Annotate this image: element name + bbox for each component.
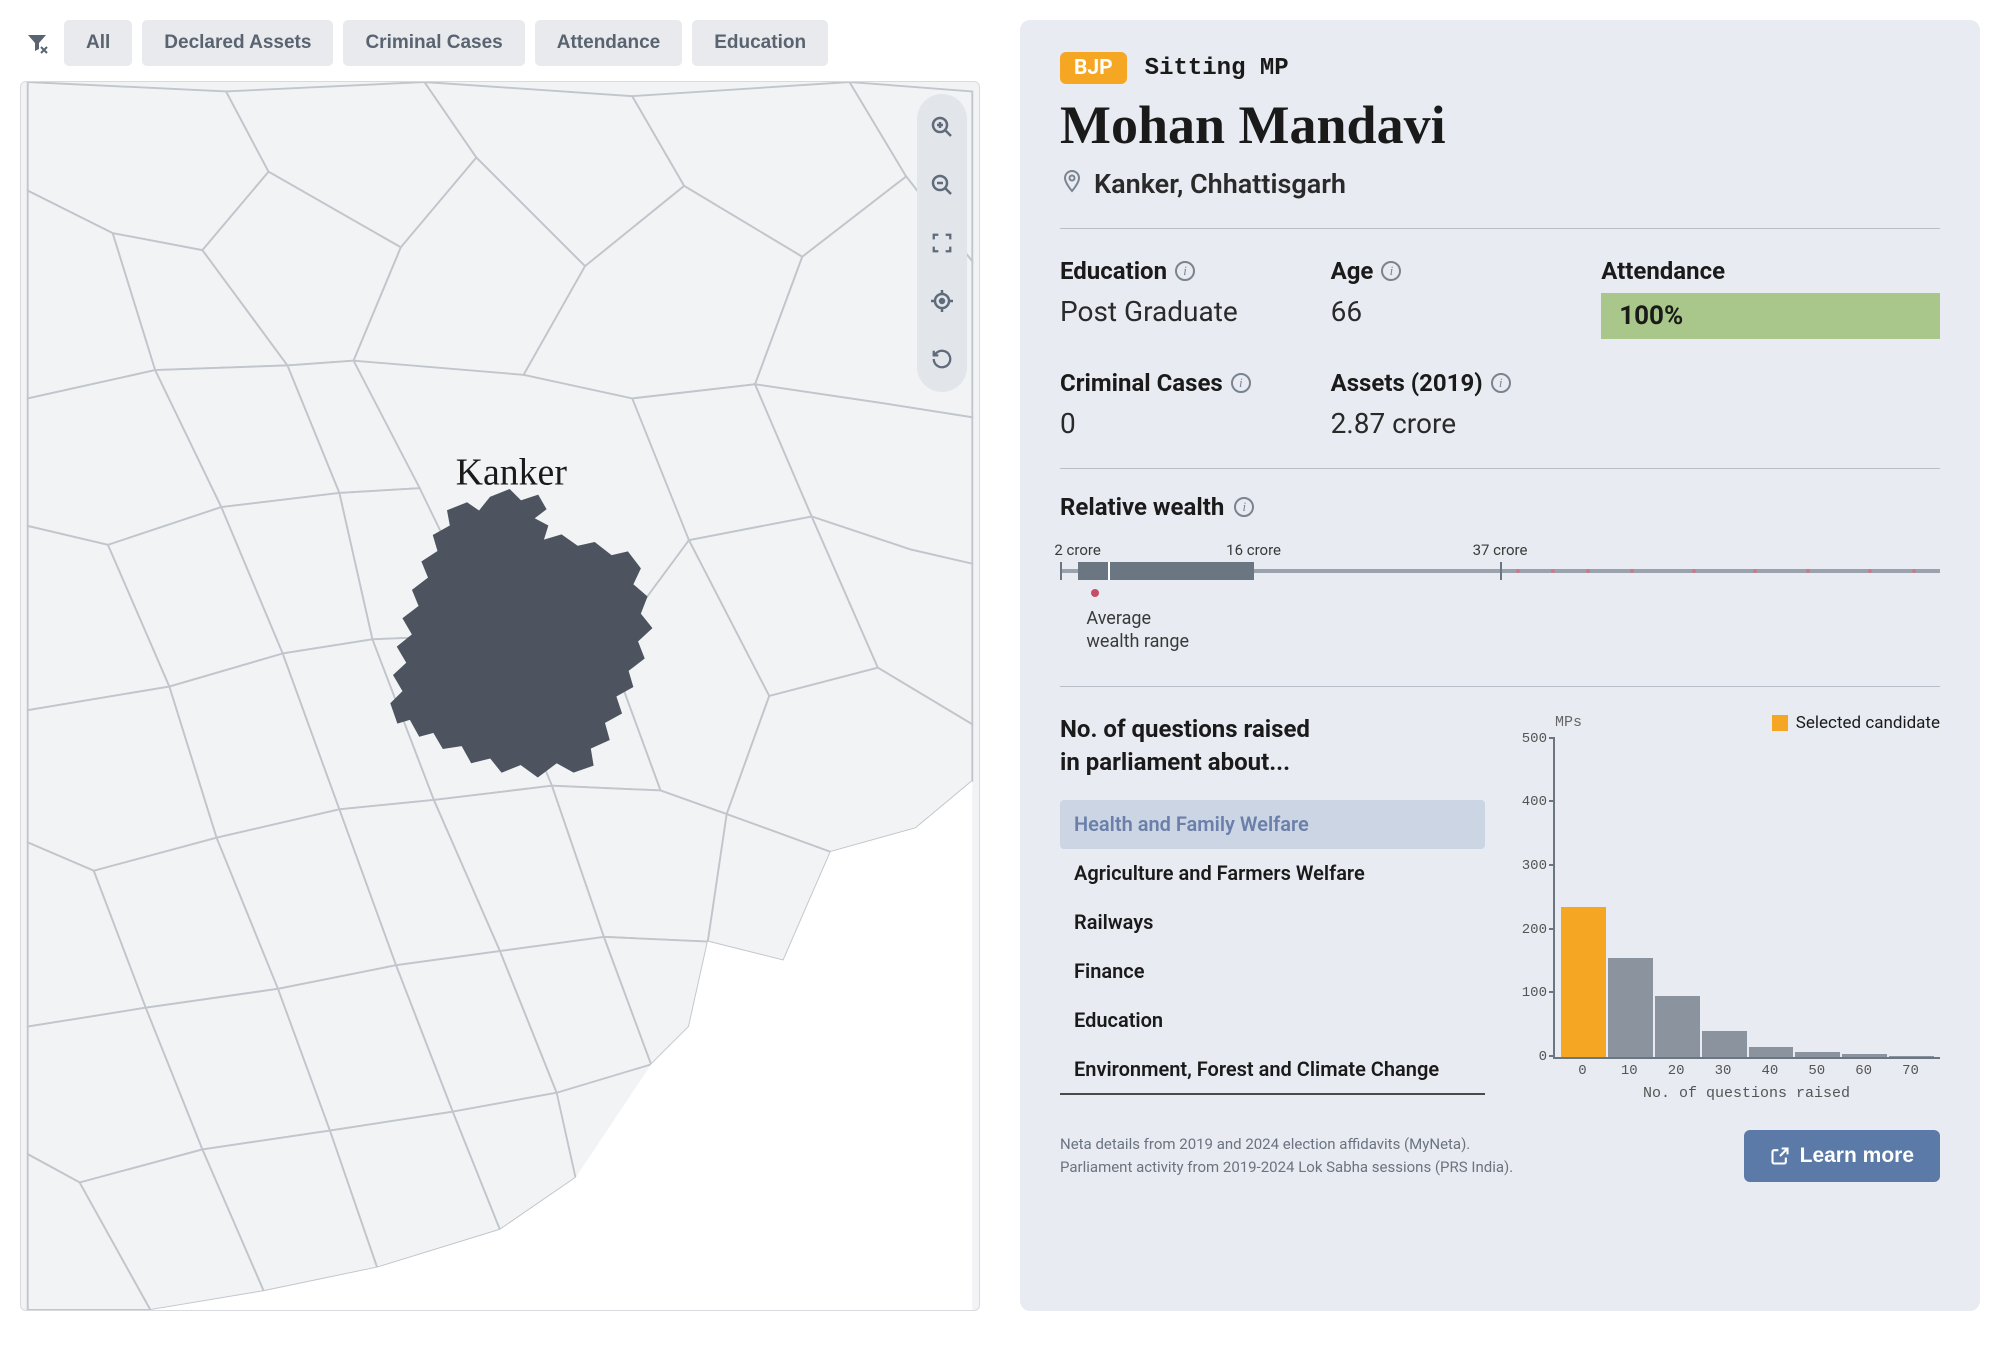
locate-icon[interactable] — [917, 276, 967, 326]
topic-agriculture[interactable]: Agriculture and Farmers Welfare — [1060, 849, 1485, 898]
attendance-label: Attendance — [1601, 257, 1940, 285]
legend-selected: Selected candidate — [1772, 713, 1940, 733]
location-text: Kanker, Chhattisgarh — [1094, 168, 1346, 200]
map-label-kanker: Kanker — [456, 451, 568, 493]
learn-more-button[interactable]: Learn more — [1744, 1130, 1940, 1182]
status-label: Sitting MP — [1145, 55, 1289, 82]
topic-health[interactable]: Health and Family Welfare — [1060, 800, 1485, 849]
fullscreen-icon[interactable] — [917, 218, 967, 268]
filter-clear-icon[interactable] — [20, 26, 54, 60]
histogram-bar — [1889, 1056, 1934, 1057]
constituency-map[interactable]: Kanker — [21, 82, 979, 1310]
education-label: Education i — [1060, 257, 1321, 285]
histogram-bar — [1749, 1047, 1794, 1057]
cases-label: Criminal Cases i — [1060, 369, 1321, 397]
topic-list: Health and Family Welfare Agriculture an… — [1060, 800, 1485, 1095]
age-value: 66 — [1331, 295, 1592, 328]
assets-label: Assets (2019) i — [1331, 369, 1592, 397]
filter-education-button[interactable]: Education — [692, 20, 828, 66]
wealth-ticks: 2 crore 16 crore 37 crore — [1060, 541, 1940, 559]
histogram-bar — [1655, 996, 1700, 1056]
info-icon[interactable]: i — [1491, 373, 1511, 393]
topic-education[interactable]: Education — [1060, 996, 1485, 1045]
reset-icon[interactable] — [917, 334, 967, 384]
external-link-icon — [1770, 1146, 1790, 1166]
legend-swatch-icon — [1772, 715, 1788, 731]
zoom-in-icon[interactable] — [917, 102, 967, 152]
filter-assets-button[interactable]: Declared Assets — [142, 20, 333, 66]
legend-mps: MPs — [1555, 714, 1582, 731]
filter-cases-button[interactable]: Criminal Cases — [343, 20, 524, 66]
footnote: Neta details from 2019 and 2024 election… — [1060, 1133, 1513, 1178]
histogram-bar — [1842, 1054, 1887, 1057]
info-icon[interactable]: i — [1381, 261, 1401, 281]
wealth-title: Relative wealth i — [1060, 493, 1940, 521]
profile-panel: BJP Sitting MP Mohan Mandavi Kanker, Chh… — [1020, 20, 1980, 1311]
questions-title: No. of questions raised in parliament ab… — [1060, 713, 1485, 780]
info-icon[interactable]: i — [1231, 373, 1251, 393]
filter-all-button[interactable]: All — [64, 20, 132, 66]
histogram-bar — [1702, 1031, 1747, 1056]
party-badge: BJP — [1060, 52, 1127, 84]
wealth-avg-label: Average wealth range — [1086, 607, 1940, 654]
chart-x-title: No. of questions raised — [1553, 1085, 1940, 1102]
topic-railways[interactable]: Railways — [1060, 898, 1485, 947]
info-icon[interactable]: i — [1175, 261, 1195, 281]
histogram-bar — [1608, 958, 1653, 1057]
histogram-bar — [1795, 1052, 1840, 1056]
wealth-boxplot — [1060, 559, 1940, 599]
age-label: Age i — [1331, 257, 1592, 285]
location-icon — [1060, 168, 1084, 200]
map-controls — [917, 94, 967, 392]
filter-bar: All Declared Assets Criminal Cases Atten… — [20, 20, 980, 66]
attendance-value: 100% — [1601, 293, 1940, 339]
education-value: Post Graduate — [1060, 295, 1321, 328]
info-icon[interactable]: i — [1234, 497, 1254, 517]
assets-value: 2.87 crore — [1331, 407, 1592, 440]
person-name: Mohan Mandavi — [1060, 94, 1940, 156]
map-area[interactable]: Kanker — [20, 81, 980, 1311]
cases-value: 0 — [1060, 407, 1321, 440]
filter-attendance-button[interactable]: Attendance — [535, 20, 682, 66]
topic-environment[interactable]: Environment, Forest and Climate Change — [1060, 1045, 1485, 1095]
questions-chart: MPs Selected candidate 0100200300400500 … — [1515, 713, 1940, 1102]
topic-finance[interactable]: Finance — [1060, 947, 1485, 996]
histogram-bar — [1561, 907, 1606, 1056]
zoom-out-icon[interactable] — [917, 160, 967, 210]
